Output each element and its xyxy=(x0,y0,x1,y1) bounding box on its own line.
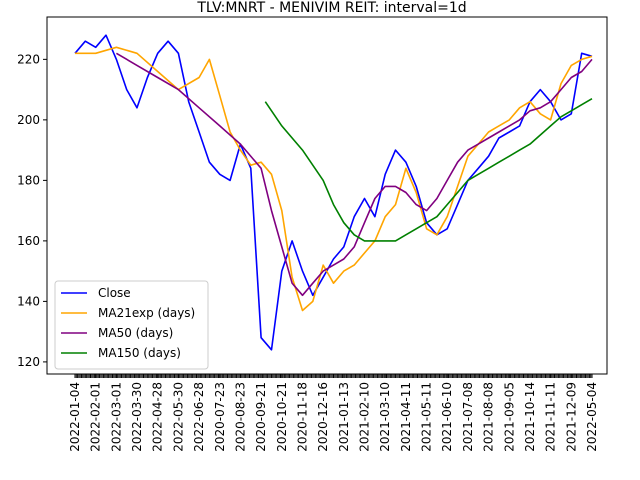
x-tick-label: 2020-08-23 xyxy=(233,382,247,452)
legend-box xyxy=(54,280,209,370)
x-tick-label: 2020-10-21 xyxy=(275,382,289,452)
y-tick-label: 180 xyxy=(17,173,40,187)
x-tick-label: 2020-09-21 xyxy=(254,382,268,452)
series-line-0 xyxy=(74,34,593,351)
x-tick-label: 2020-12-16 xyxy=(316,382,330,452)
series-line-3 xyxy=(264,98,593,242)
x-tick-label: 2021-07-08 xyxy=(461,382,475,452)
x-tick-label: 2021-04-11 xyxy=(399,382,413,452)
x-tick-label: 2022-05-30 xyxy=(171,382,185,452)
legend: Close MA21exp (days) MA50 (days) MA150 (day… xyxy=(54,280,209,370)
series-line-2 xyxy=(115,52,593,297)
y-tick-label: 120 xyxy=(17,355,40,369)
y-tick-label: 160 xyxy=(17,234,40,248)
x-tick-label: 2020-07-23 xyxy=(213,382,227,452)
x-tick-label: 2021-05-11 xyxy=(420,382,434,452)
y-tick-label: 200 xyxy=(17,113,40,127)
x-tick-label: 2021-03-10 xyxy=(378,382,392,452)
x-tick-label: 2020-11-18 xyxy=(295,382,309,452)
chart-title: TLV:MNRT - MENIVIM REIT: interval=1d xyxy=(196,0,466,16)
x-tick-label: 2022-03-01 xyxy=(109,382,123,452)
x-tick-label: 2022-02-01 xyxy=(89,382,103,452)
x-tick-label: 2022-03-30 xyxy=(130,382,144,452)
x-tick-label: 2021-09-05 xyxy=(502,382,516,452)
y-tick-label: 220 xyxy=(17,52,40,66)
x-tick-label: 2021-10-14 xyxy=(523,382,537,452)
x-tick-label: 2022-06-28 xyxy=(192,382,206,452)
x-tick-label: 2022-04-28 xyxy=(151,382,165,452)
x-tick-label: 2021-11-11 xyxy=(544,382,558,452)
series-layer xyxy=(74,34,593,351)
x-tick-label: 2021-02-10 xyxy=(358,382,372,452)
x-tick-label: 2022-05-04 xyxy=(585,382,599,452)
y-tick-label: 140 xyxy=(17,294,40,308)
x-tick-label: 2022-01-04 xyxy=(68,382,82,452)
x-tick-label: 2021-01-13 xyxy=(337,382,351,452)
legend-label: MA50 (days) xyxy=(98,326,173,340)
x-tick-label: 2021-12-09 xyxy=(564,382,578,452)
y-axis: 120 140 160 180 200 220 xyxy=(17,52,47,369)
x-tick-label: 2021-06-10 xyxy=(440,382,454,452)
series-line-1 xyxy=(75,46,593,312)
x-axis: 2022-01-04 2022-02-01 2022-03-01 2022-03-30… xyxy=(68,374,599,452)
x-tick-label: 2021-08-08 xyxy=(482,382,496,452)
legend-label: Close xyxy=(98,286,131,300)
legend-label: MA21exp (days) xyxy=(98,306,195,320)
legend-label: MA150 (days) xyxy=(98,346,181,360)
